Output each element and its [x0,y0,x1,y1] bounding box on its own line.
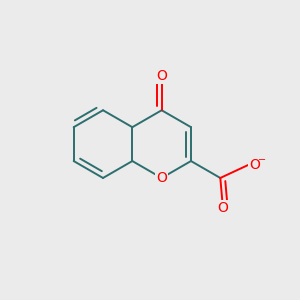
Text: O: O [249,158,260,172]
Text: −: − [258,155,266,165]
Text: O: O [218,201,228,215]
Text: O: O [156,171,167,185]
Text: O: O [156,69,167,83]
